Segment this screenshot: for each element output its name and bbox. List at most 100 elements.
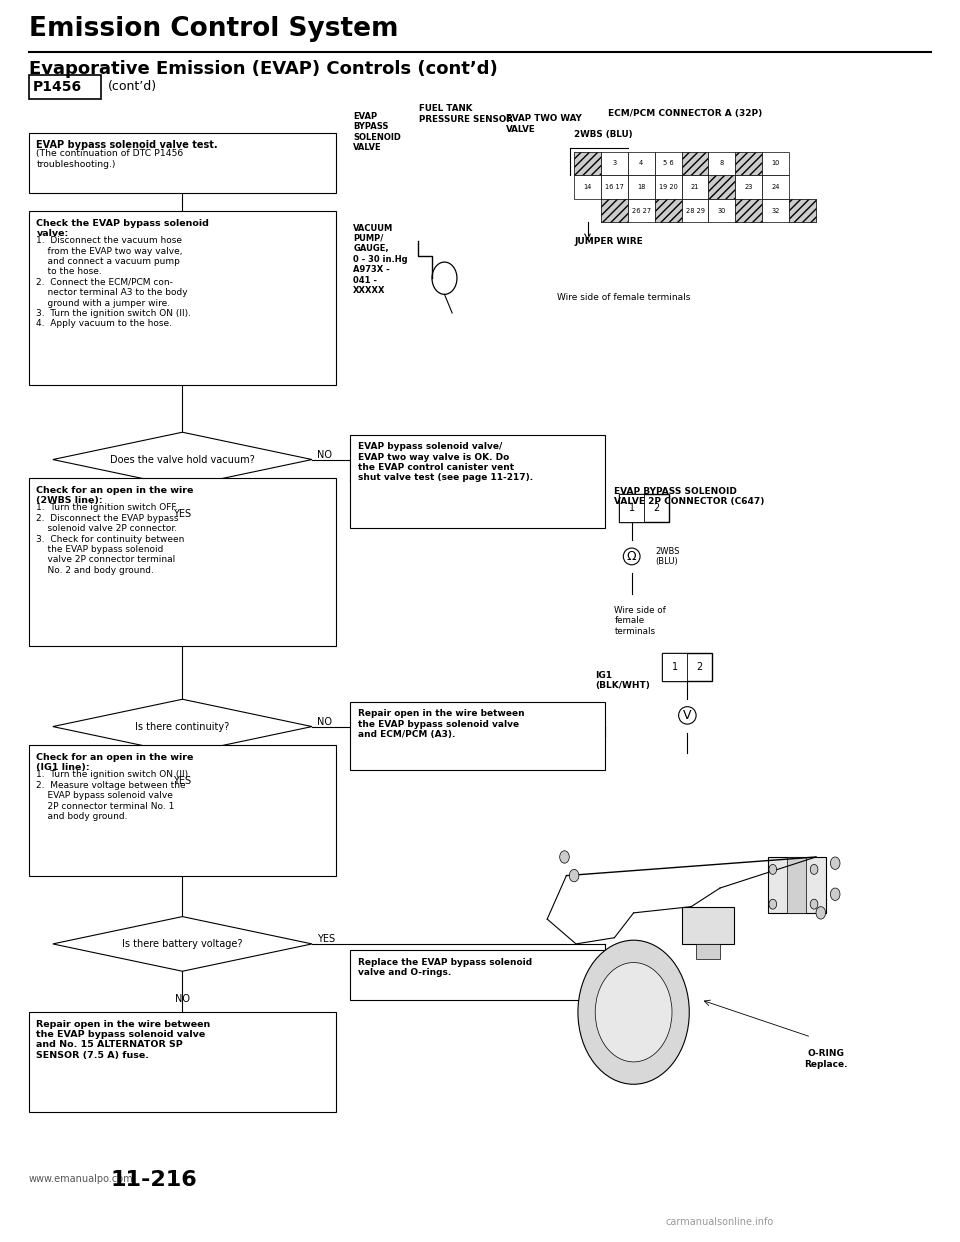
- Text: 8: 8: [720, 160, 724, 166]
- Text: EVAP BYPASS SOLENOID
VALVE 2P CONNECTOR (C647): EVAP BYPASS SOLENOID VALVE 2P CONNECTOR …: [614, 487, 765, 507]
- Polygon shape: [53, 432, 312, 487]
- FancyBboxPatch shape: [787, 857, 806, 913]
- Text: carmanualsonline.info: carmanualsonline.info: [666, 1217, 774, 1227]
- FancyBboxPatch shape: [708, 152, 735, 175]
- FancyBboxPatch shape: [708, 175, 735, 199]
- FancyBboxPatch shape: [628, 175, 655, 199]
- Text: 23: 23: [745, 184, 753, 190]
- Text: 1.  Turn the ignition switch ON (II).
2.  Measure voltage between the
    EVAP b: 1. Turn the ignition switch ON (II). 2. …: [36, 770, 191, 821]
- FancyBboxPatch shape: [29, 478, 336, 646]
- FancyBboxPatch shape: [735, 175, 762, 199]
- FancyBboxPatch shape: [696, 944, 720, 959]
- Text: 3: 3: [612, 160, 616, 166]
- Text: 28 29: 28 29: [685, 207, 705, 214]
- Text: NO: NO: [175, 994, 190, 1004]
- Circle shape: [560, 851, 569, 863]
- Text: 2: 2: [697, 662, 703, 672]
- Text: EVAP bypass solenoid valve/
EVAP two way valve is OK. Do
the EVAP control canist: EVAP bypass solenoid valve/ EVAP two way…: [358, 442, 533, 482]
- Circle shape: [830, 888, 840, 900]
- FancyBboxPatch shape: [29, 211, 336, 385]
- Text: Evaporative Emission (EVAP) Controls (cont’d): Evaporative Emission (EVAP) Controls (co…: [29, 60, 497, 77]
- FancyBboxPatch shape: [682, 152, 708, 175]
- FancyBboxPatch shape: [619, 494, 644, 522]
- Text: Check for an open in the wire
(2WBS line):: Check for an open in the wire (2WBS line…: [36, 486, 194, 505]
- FancyBboxPatch shape: [735, 199, 762, 222]
- Text: YES: YES: [174, 776, 191, 786]
- Text: 2WBS (BLU): 2WBS (BLU): [574, 130, 633, 139]
- FancyBboxPatch shape: [29, 75, 101, 99]
- FancyBboxPatch shape: [574, 152, 601, 175]
- Circle shape: [769, 864, 777, 874]
- FancyBboxPatch shape: [735, 152, 762, 175]
- Text: 14: 14: [584, 184, 591, 190]
- FancyBboxPatch shape: [708, 175, 735, 199]
- Text: FUEL TANK
PRESSURE SENSOR: FUEL TANK PRESSURE SENSOR: [419, 104, 513, 124]
- FancyBboxPatch shape: [619, 494, 669, 522]
- Polygon shape: [53, 917, 312, 971]
- Text: JUMPER WIRE: JUMPER WIRE: [574, 237, 643, 246]
- Circle shape: [830, 857, 840, 869]
- FancyBboxPatch shape: [735, 152, 762, 175]
- Circle shape: [595, 963, 672, 1062]
- FancyBboxPatch shape: [628, 199, 655, 222]
- FancyBboxPatch shape: [682, 199, 708, 222]
- Circle shape: [810, 864, 818, 874]
- FancyBboxPatch shape: [789, 199, 816, 222]
- FancyBboxPatch shape: [735, 199, 762, 222]
- FancyBboxPatch shape: [350, 702, 605, 770]
- FancyBboxPatch shape: [601, 199, 628, 222]
- Circle shape: [569, 869, 579, 882]
- Text: 26 27: 26 27: [632, 207, 651, 214]
- FancyBboxPatch shape: [655, 199, 682, 222]
- FancyBboxPatch shape: [29, 745, 336, 876]
- Text: 1: 1: [629, 503, 635, 513]
- Text: Repair open in the wire between
the EVAP bypass solenoid valve
and ECM/PCM (A3).: Repair open in the wire between the EVAP…: [358, 709, 525, 739]
- Text: Check for an open in the wire
(IG1 line):: Check for an open in the wire (IG1 line)…: [36, 753, 194, 773]
- Text: 1.  Disconnect the vacuum hose
    from the EVAP two way valve,
    and connect : 1. Disconnect the vacuum hose from the E…: [36, 236, 191, 328]
- Circle shape: [769, 899, 777, 909]
- FancyBboxPatch shape: [574, 175, 601, 199]
- Text: Wire side of female terminals: Wire side of female terminals: [558, 293, 690, 302]
- Text: O-RING
Replace.: O-RING Replace.: [804, 1049, 848, 1069]
- FancyBboxPatch shape: [662, 653, 712, 681]
- Circle shape: [816, 907, 826, 919]
- Text: ECM/PCM CONNECTOR A (32P): ECM/PCM CONNECTOR A (32P): [608, 109, 762, 118]
- Text: Does the valve hold vacuum?: Does the valve hold vacuum?: [110, 455, 254, 465]
- FancyBboxPatch shape: [601, 175, 628, 199]
- Text: Emission Control System: Emission Control System: [29, 16, 398, 42]
- Text: YES: YES: [174, 509, 191, 519]
- FancyBboxPatch shape: [350, 435, 605, 528]
- Text: NO: NO: [317, 717, 332, 727]
- Text: (The continuation of DTC P1456
troubleshooting.): (The continuation of DTC P1456 troublesh…: [36, 149, 183, 169]
- Text: 4: 4: [639, 160, 643, 166]
- FancyBboxPatch shape: [708, 199, 735, 222]
- Text: (cont’d): (cont’d): [108, 81, 156, 93]
- FancyBboxPatch shape: [29, 1012, 336, 1112]
- Text: 11-216: 11-216: [110, 1170, 197, 1190]
- Text: Is there continuity?: Is there continuity?: [135, 722, 229, 732]
- Text: 1.  Turn the ignition switch OFF.
2.  Disconnect the EVAP bypass
    solenoid va: 1. Turn the ignition switch OFF. 2. Disc…: [36, 503, 185, 575]
- FancyBboxPatch shape: [628, 152, 655, 175]
- FancyBboxPatch shape: [655, 152, 682, 175]
- Text: YES: YES: [317, 934, 335, 944]
- Text: 24: 24: [772, 184, 780, 190]
- Text: 10: 10: [772, 160, 780, 166]
- Text: EVAP
BYPASS
SOLENOID
VALVE: EVAP BYPASS SOLENOID VALVE: [353, 112, 401, 152]
- Text: P1456: P1456: [33, 79, 82, 94]
- Text: 21: 21: [691, 184, 699, 190]
- Text: 5 6: 5 6: [662, 160, 674, 166]
- Text: Is there battery voltage?: Is there battery voltage?: [122, 939, 243, 949]
- Text: Replace the EVAP bypass solenoid
valve and O-rings.: Replace the EVAP bypass solenoid valve a…: [358, 958, 532, 977]
- FancyBboxPatch shape: [655, 175, 682, 199]
- Text: 30: 30: [718, 207, 726, 214]
- Text: 1: 1: [672, 662, 678, 672]
- FancyBboxPatch shape: [350, 950, 605, 1000]
- Text: Wire side of
female
terminals: Wire side of female terminals: [614, 606, 666, 636]
- Text: 19 20: 19 20: [659, 184, 678, 190]
- FancyBboxPatch shape: [601, 152, 628, 175]
- Polygon shape: [53, 699, 312, 754]
- FancyBboxPatch shape: [762, 175, 789, 199]
- FancyBboxPatch shape: [682, 175, 708, 199]
- FancyBboxPatch shape: [601, 199, 628, 222]
- Text: 32: 32: [772, 207, 780, 214]
